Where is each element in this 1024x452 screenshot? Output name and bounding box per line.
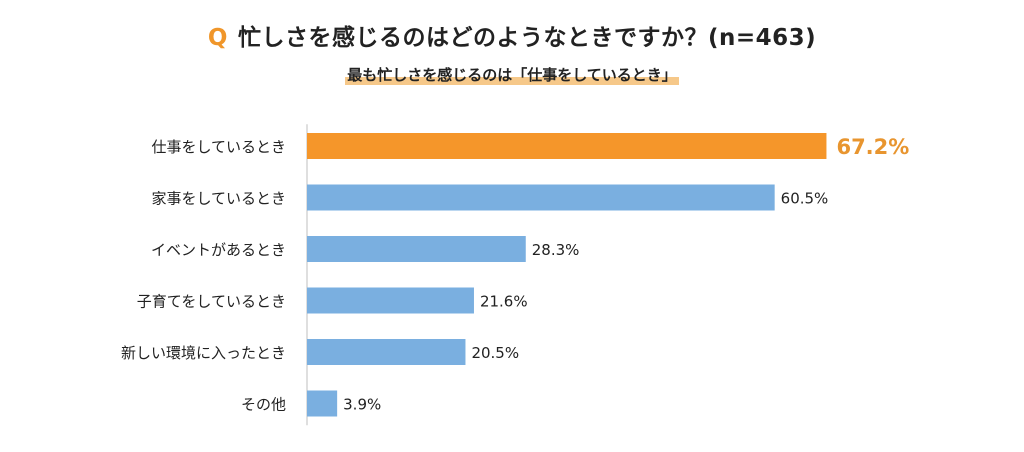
chart-subtitle: 最も忙しさを感じるのは「仕事をしているとき」 (345, 64, 679, 85)
category-label: イベントがあるとき (151, 241, 286, 259)
question-mark: Q (207, 25, 228, 51)
category-label: 仕事をしているとき (151, 138, 286, 156)
bar (307, 236, 526, 262)
bar (307, 184, 775, 211)
value-label: 60.5% (781, 190, 829, 208)
question-text: 忙しさを感じるのはどのようなときですか？(n=463) (237, 25, 817, 51)
chart-title: Q 忙しさを感じるのはどのようなときですか？(n=463) (0, 18, 1024, 52)
bar (307, 339, 466, 365)
value-label: 21.6% (480, 293, 528, 311)
category-label: その他 (241, 396, 286, 414)
category-label: 子育てをしているとき (137, 293, 286, 311)
subtitle-container: 最も忙しさを感じるのは「仕事をしているとき」 (0, 64, 1024, 85)
category-label: 家事をしているとき (151, 190, 286, 208)
category-label: 新しい環境に入ったとき (121, 344, 286, 362)
value-label: 67.2% (836, 135, 909, 159)
value-label: 3.9% (343, 396, 381, 414)
value-label: 20.5% (471, 344, 519, 362)
bar (307, 390, 338, 417)
value-label: 28.3% (532, 241, 580, 259)
bar (307, 287, 474, 314)
bar-highlight (307, 133, 827, 159)
